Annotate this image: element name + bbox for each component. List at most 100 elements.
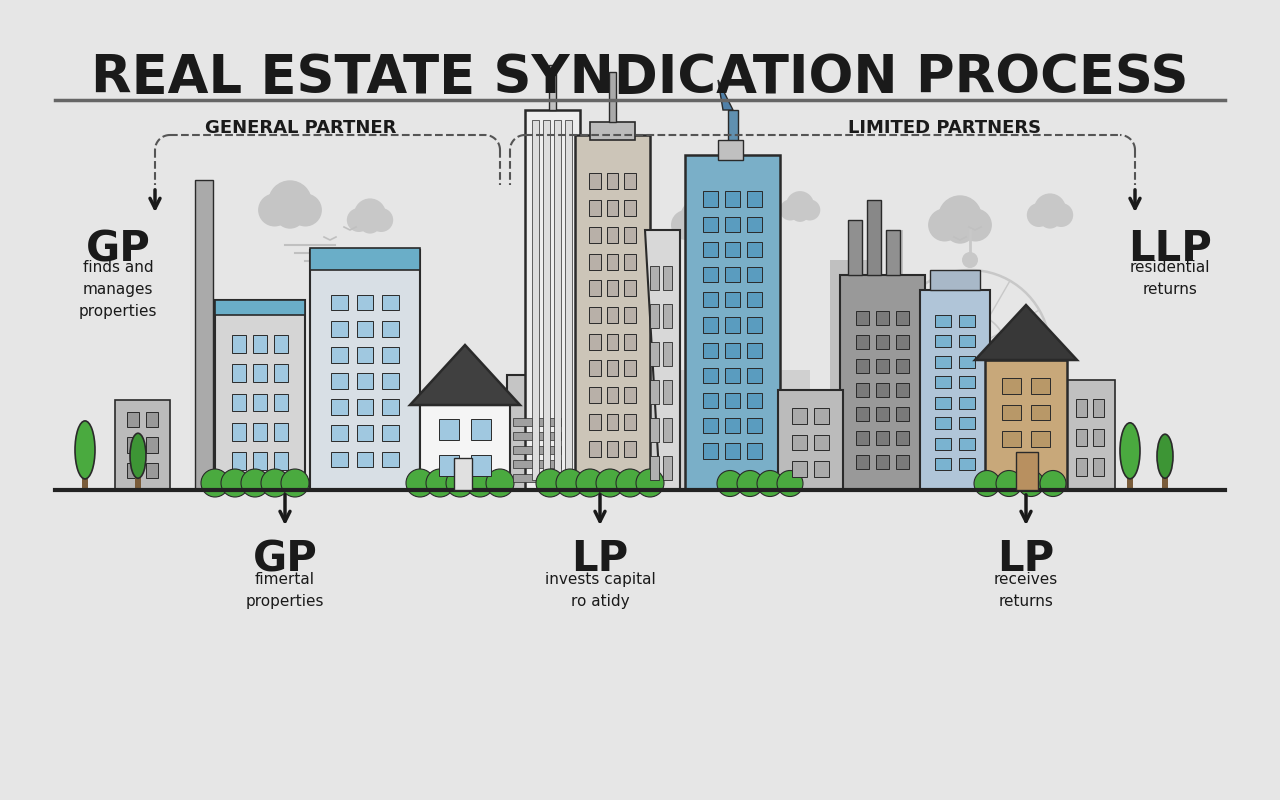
Bar	[383, 426, 399, 441]
Circle shape	[261, 469, 289, 497]
Bar	[420, 405, 509, 490]
Bar	[310, 248, 420, 270]
Bar	[607, 227, 618, 243]
Bar	[934, 458, 951, 470]
Bar	[1030, 378, 1050, 394]
Bar	[748, 267, 762, 282]
Bar	[332, 399, 348, 415]
Bar	[439, 454, 460, 476]
Circle shape	[616, 469, 644, 497]
Bar	[726, 368, 740, 383]
Bar	[274, 364, 288, 382]
Bar	[896, 406, 909, 421]
Bar	[625, 361, 636, 377]
Bar	[896, 358, 909, 373]
Bar	[959, 458, 975, 470]
Circle shape	[1027, 203, 1051, 227]
Bar	[357, 452, 374, 467]
Bar	[703, 242, 718, 257]
Circle shape	[275, 198, 306, 229]
Bar	[146, 462, 159, 478]
Bar	[870, 310, 895, 490]
Bar	[127, 412, 140, 427]
Circle shape	[358, 211, 381, 234]
Bar	[748, 368, 762, 383]
Bar	[253, 453, 266, 470]
Bar	[726, 292, 740, 307]
Bar	[589, 414, 600, 430]
Bar	[589, 334, 600, 350]
Bar	[589, 361, 600, 377]
Bar	[607, 361, 618, 377]
Text: finds and
manages
properties: finds and manages properties	[79, 260, 157, 319]
Bar	[232, 364, 246, 382]
Circle shape	[786, 191, 814, 219]
Bar	[554, 120, 561, 480]
Text: REAL ESTATE SYNDICATION PROCESS: REAL ESTATE SYNDICATION PROCESS	[91, 52, 1189, 104]
Bar	[663, 380, 672, 404]
Bar	[650, 380, 659, 404]
Bar	[726, 318, 740, 333]
Bar	[934, 417, 951, 430]
Bar	[814, 461, 829, 477]
Bar	[867, 200, 881, 275]
Bar	[792, 461, 806, 477]
Polygon shape	[975, 305, 1076, 360]
Bar	[934, 438, 951, 450]
Bar	[625, 280, 636, 296]
Circle shape	[717, 470, 742, 497]
Bar	[1162, 476, 1169, 490]
Bar	[856, 406, 869, 421]
Bar	[134, 476, 141, 490]
Bar	[625, 174, 636, 190]
Bar	[703, 191, 718, 206]
Bar	[513, 460, 561, 468]
Bar	[703, 418, 718, 434]
Bar	[513, 432, 561, 440]
Bar	[215, 300, 305, 490]
Bar	[127, 438, 140, 453]
Text: LIMITED PARTNERS: LIMITED PARTNERS	[849, 119, 1041, 137]
Bar	[607, 280, 618, 296]
Bar	[895, 230, 902, 310]
Bar	[195, 180, 212, 490]
Bar	[726, 342, 740, 358]
Bar	[127, 462, 140, 478]
Bar	[625, 414, 636, 430]
Bar	[726, 217, 740, 232]
Bar	[253, 364, 266, 382]
Circle shape	[963, 252, 978, 268]
Bar	[357, 373, 374, 389]
Text: receives
returns: receives returns	[993, 572, 1059, 610]
Bar	[748, 242, 762, 257]
Bar	[589, 254, 600, 270]
Polygon shape	[410, 345, 520, 405]
Bar	[814, 408, 829, 424]
Circle shape	[369, 208, 393, 232]
Bar	[792, 408, 806, 424]
Bar	[663, 304, 672, 328]
Bar	[663, 456, 672, 480]
Ellipse shape	[1157, 434, 1172, 478]
Bar	[650, 304, 659, 328]
Bar	[310, 250, 420, 490]
Bar	[886, 230, 900, 275]
Bar	[931, 270, 980, 290]
Bar	[920, 290, 989, 490]
Bar	[232, 453, 246, 470]
Circle shape	[928, 209, 961, 242]
Bar	[274, 394, 288, 411]
Bar	[726, 418, 740, 434]
Bar	[896, 454, 909, 469]
Bar	[959, 314, 975, 327]
Bar	[728, 110, 739, 155]
Bar	[1002, 405, 1021, 421]
Bar	[383, 373, 399, 389]
Bar	[513, 474, 561, 482]
Bar	[849, 220, 861, 275]
Circle shape	[347, 208, 371, 232]
Bar	[856, 454, 869, 469]
Bar	[726, 443, 740, 458]
Bar	[876, 454, 888, 469]
Circle shape	[268, 180, 312, 224]
